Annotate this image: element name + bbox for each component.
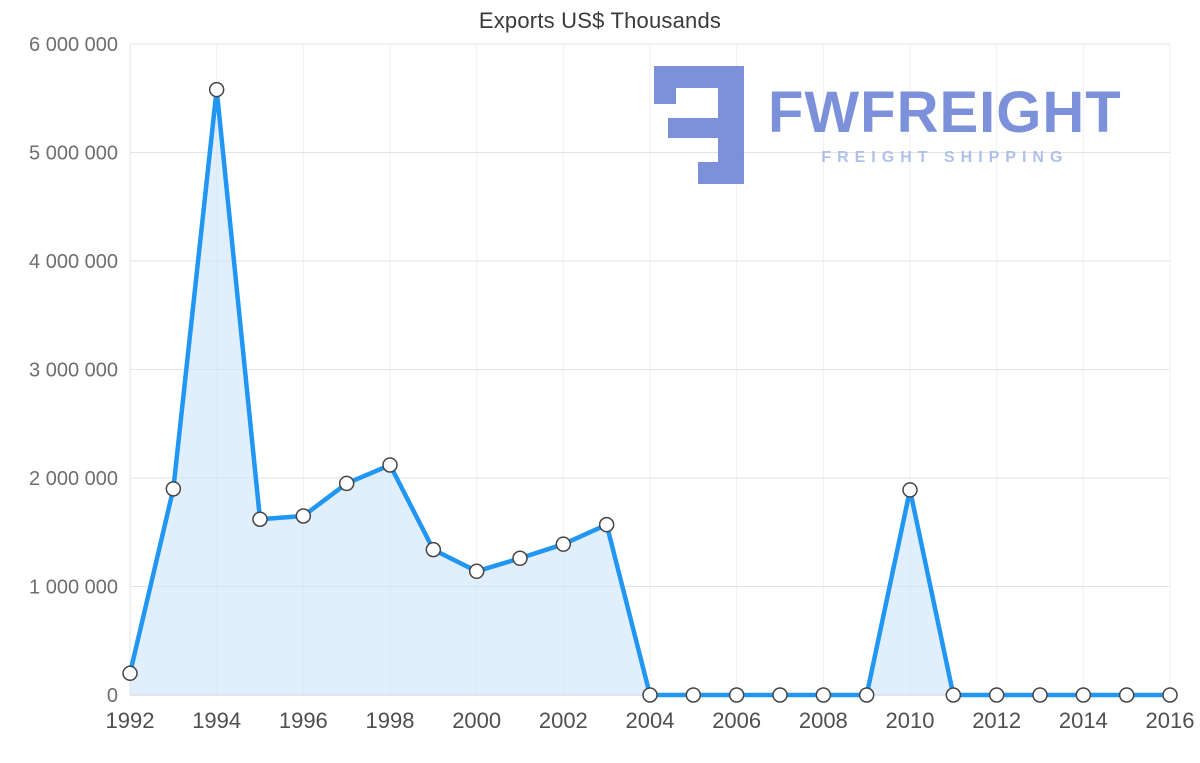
data-point: [295, 508, 312, 524]
chart-title: Exports US$ Thousands: [478, 8, 722, 33]
area-fill: [130, 89, 1170, 695]
data-point: [468, 563, 485, 580]
x-axis-label: 2012: [972, 708, 1021, 733]
data-point: [815, 687, 832, 703]
data-point: [252, 511, 268, 527]
data-point: [208, 81, 225, 98]
data-point: [1162, 687, 1178, 703]
data-point: [122, 665, 138, 682]
logo-text-block: FWFREIGHT FREIGHT SHIPPING: [768, 79, 1122, 167]
data-point: [945, 687, 962, 703]
x-axis-label: 2002: [539, 708, 588, 733]
data-point: [902, 482, 918, 498]
y-axis-label: 0: [107, 685, 118, 707]
watermark-logo: FWFREIGHT FREIGHT SHIPPING: [648, 66, 1122, 184]
x-axis-label: 1994: [192, 708, 241, 733]
x-axis-label: 2014: [1059, 708, 1108, 733]
data-point: [425, 541, 442, 558]
data-point: [1032, 687, 1048, 703]
x-axis-label: 2016: [1146, 708, 1195, 733]
x-axis-label: 2006: [712, 708, 761, 733]
data-point: [165, 481, 182, 497]
y-axis-label: 2 000 000: [29, 468, 118, 490]
data-point: [858, 687, 875, 703]
logo-brand-text: FWFREIGHT: [768, 79, 1122, 145]
data-point: [1075, 687, 1092, 703]
fwfreight-logo-icon: [654, 66, 744, 184]
x-axis-label: 1998: [366, 708, 415, 733]
data-point: [382, 457, 398, 473]
y-axis-label: 5 000 000: [29, 143, 118, 165]
x-axis-label: 1992: [106, 708, 155, 733]
markers: [122, 81, 1178, 703]
data-point: [772, 687, 788, 703]
y-axis-label: 4 000 000: [29, 251, 118, 273]
x-axis-label: 2008: [799, 708, 848, 733]
y-axis-label: 6 000 000: [29, 34, 118, 56]
x-axis-label: 2004: [626, 708, 675, 733]
data-point: [598, 516, 615, 533]
x-axis-label: 1996: [279, 708, 328, 733]
y-axis-label: 1 000 000: [29, 577, 118, 599]
x-axis-labels: 1992 1994 1996 1998 2000 2002 2004 2006 2008 2010…: [106, 708, 1195, 733]
logo-tagline-text: FREIGHT SHIPPING: [821, 148, 1069, 166]
data-point: [555, 536, 572, 552]
data-point: [338, 475, 355, 492]
x-axis-label: 2000: [452, 708, 501, 733]
area-series: [130, 89, 1170, 695]
data-point: [512, 550, 528, 567]
data-point: [642, 687, 658, 703]
y-axis-labels: 0 1 000 000 2 000 000 3 000 000 4 000 000 5 0…: [29, 34, 118, 707]
data-point: [685, 687, 702, 703]
y-axis-label: 3 000 000: [29, 360, 118, 382]
data-point: [988, 687, 1005, 703]
data-point: [728, 687, 745, 703]
x-axis-label: 2010: [886, 708, 935, 733]
data-point: [1118, 687, 1135, 703]
